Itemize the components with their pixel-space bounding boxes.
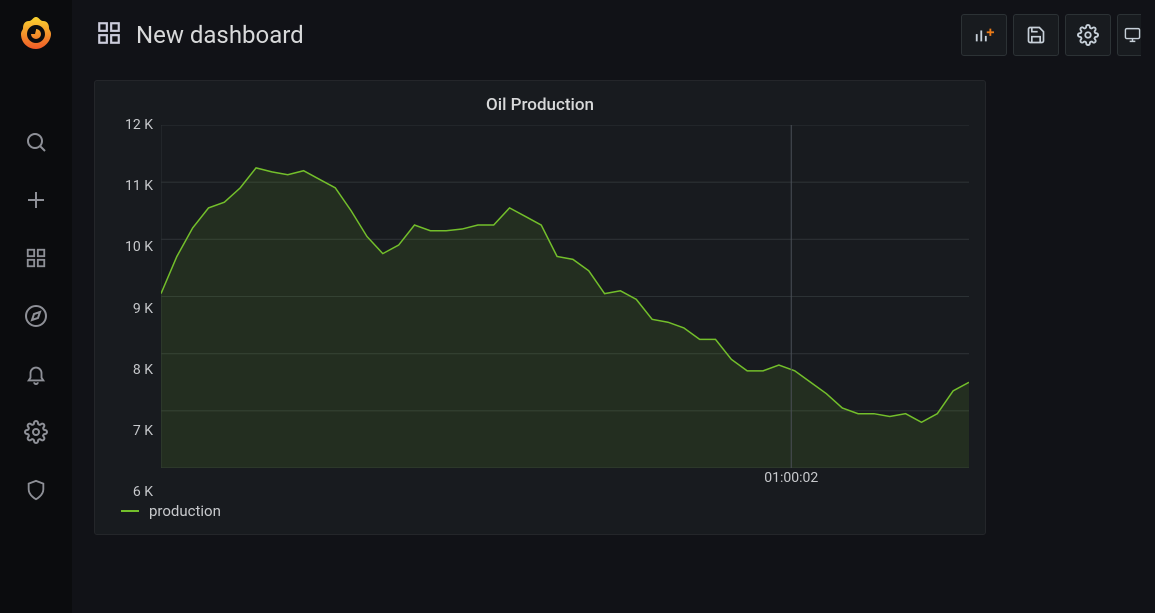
plot-area[interactable]: [161, 125, 969, 468]
y-axis: 6 K7 K8 K9 K10 K11 K12 K: [111, 125, 161, 492]
y-tick-label: 10 K: [125, 239, 153, 255]
add-panel-button[interactable]: [961, 14, 1007, 56]
y-tick-label: 8 K: [133, 362, 153, 378]
save-button[interactable]: [1013, 14, 1059, 56]
y-tick-label: 7 K: [133, 423, 153, 439]
monitor-button[interactable]: [1117, 14, 1141, 56]
grafana-logo[interactable]: [12, 10, 60, 58]
alert-icon[interactable]: [12, 350, 60, 398]
y-tick-label: 11 K: [125, 178, 153, 194]
y-tick-label: 9 K: [133, 301, 153, 317]
legend-swatch: [121, 510, 139, 512]
shield-icon[interactable]: [12, 466, 60, 514]
y-tick-label: 12 K: [125, 117, 153, 133]
plus-icon[interactable]: [12, 176, 60, 224]
search-icon[interactable]: [12, 118, 60, 166]
chart-panel: Oil Production 6 K7 K8 K9 K10 K11 K12 K …: [94, 80, 986, 535]
panel-title: Oil Production: [111, 89, 969, 125]
dashboards-grid-icon[interactable]: [96, 20, 122, 50]
topbar: New dashboard: [72, 0, 1155, 70]
settings-icon[interactable]: [12, 408, 60, 456]
main: New dashboard: [72, 0, 1155, 613]
x-axis: 01:00:02: [161, 468, 969, 492]
legend[interactable]: production: [111, 502, 969, 520]
sidebar: [0, 0, 72, 613]
dashboard-settings-button[interactable]: [1065, 14, 1111, 56]
x-tick-label: 01:00:02: [764, 470, 818, 486]
page-title[interactable]: New dashboard: [136, 21, 304, 49]
explore-icon[interactable]: [12, 292, 60, 340]
y-tick-label: 6 K: [133, 484, 153, 500]
legend-label: production: [149, 502, 221, 520]
chart[interactable]: 6 K7 K8 K9 K10 K11 K12 K 01:00:02: [111, 125, 969, 492]
dashboards-icon[interactable]: [12, 234, 60, 282]
